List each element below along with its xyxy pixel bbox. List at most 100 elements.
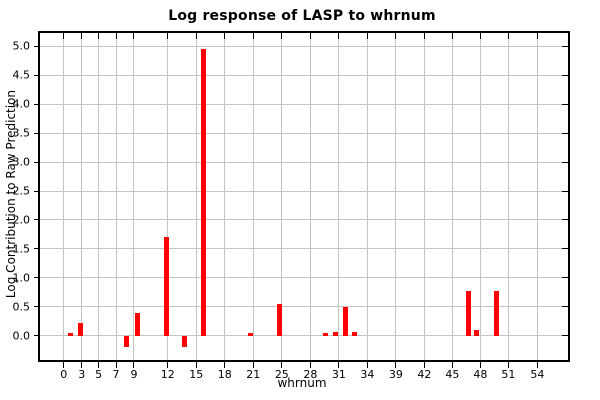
x-tick-bottom xyxy=(536,362,538,368)
bar xyxy=(135,312,141,336)
v-gridline xyxy=(309,33,311,360)
x-tick-label: 31 xyxy=(331,368,346,381)
x-tick-label: 15 xyxy=(189,368,204,381)
x-tick-top xyxy=(395,33,397,39)
x-tick-top xyxy=(338,33,340,39)
y-tick-left xyxy=(34,45,40,47)
x-tick-top xyxy=(224,33,226,39)
y-tick-label: 2.5 xyxy=(12,184,31,198)
y-tick-right xyxy=(562,190,568,192)
v-gridline xyxy=(224,33,226,360)
y-tick-right xyxy=(562,161,568,163)
y-tick-left xyxy=(34,190,40,192)
v-gridline xyxy=(338,33,340,360)
h-gridline xyxy=(40,335,568,337)
x-tick-label: 9 xyxy=(130,368,138,381)
x-tick-top xyxy=(63,33,65,39)
y-tick-left xyxy=(34,306,40,308)
h-gridline xyxy=(40,74,568,76)
v-gridline xyxy=(451,33,453,360)
x-tick-bottom xyxy=(63,362,65,368)
y-tick-right xyxy=(562,45,568,47)
h-gridline xyxy=(40,219,568,221)
y-tick-right xyxy=(562,335,568,337)
x-tick-top xyxy=(115,33,117,39)
v-gridline xyxy=(167,33,169,360)
x-tick-bottom xyxy=(167,362,169,368)
v-gridline xyxy=(281,33,283,360)
h-gridline xyxy=(40,277,568,279)
bar xyxy=(201,49,207,336)
y-tick-label: 1.0 xyxy=(12,271,31,285)
bar xyxy=(124,335,130,348)
x-tick-top xyxy=(98,33,100,39)
h-gridline xyxy=(40,190,568,192)
y-tick-right xyxy=(562,132,568,134)
v-gridline xyxy=(395,33,397,360)
h-gridline xyxy=(40,132,568,134)
bar xyxy=(248,332,254,336)
x-tick-top xyxy=(167,33,169,39)
x-tick-label: 3 xyxy=(78,368,86,381)
v-gridline xyxy=(63,33,65,360)
x-tick-bottom xyxy=(423,362,425,368)
y-tick-right xyxy=(562,74,568,76)
x-tick-top xyxy=(252,33,254,39)
x-tick-label: 5 xyxy=(95,368,103,381)
x-tick-top xyxy=(479,33,481,39)
x-tick-label: 54 xyxy=(530,368,545,381)
v-gridline xyxy=(98,33,100,360)
chart-title: Log response of LASP to whrnum xyxy=(168,8,436,24)
y-tick-left xyxy=(34,248,40,250)
x-tick-label: 18 xyxy=(217,368,232,381)
x-tick-bottom xyxy=(252,362,254,368)
x-tick-label: 25 xyxy=(274,368,289,381)
x-tick-bottom xyxy=(195,362,197,368)
bar xyxy=(164,237,170,336)
bar xyxy=(322,332,328,336)
v-gridline xyxy=(366,33,368,360)
h-gridline xyxy=(40,45,568,47)
y-tick-left xyxy=(34,74,40,76)
bar xyxy=(333,331,339,336)
bar xyxy=(78,322,84,336)
y-tick-left xyxy=(34,277,40,279)
bar xyxy=(473,329,479,336)
x-tick-bottom xyxy=(309,362,311,368)
v-gridline xyxy=(195,33,197,360)
bar xyxy=(343,306,349,336)
x-tick-top xyxy=(81,33,83,39)
y-tick-left xyxy=(34,103,40,105)
y-tick-label: 5.0 xyxy=(12,39,31,53)
h-gridline xyxy=(40,306,568,308)
y-tick-left xyxy=(34,335,40,337)
y-tick-label: 0.0 xyxy=(12,329,31,343)
x-tick-top xyxy=(507,33,509,39)
h-gridline xyxy=(40,103,568,105)
x-tick-label: 7 xyxy=(112,368,120,381)
x-tick-top xyxy=(536,33,538,39)
y-tick-left xyxy=(34,161,40,163)
y-tick-label: 3.5 xyxy=(12,126,31,140)
bar xyxy=(277,303,283,336)
x-tick-label: 39 xyxy=(388,368,403,381)
x-tick-label: 34 xyxy=(360,368,375,381)
x-tick-bottom xyxy=(281,362,283,368)
v-gridline xyxy=(536,33,538,360)
v-gridline xyxy=(252,33,254,360)
v-gridline xyxy=(423,33,425,360)
x-tick-top xyxy=(309,33,311,39)
y-tick-left xyxy=(34,132,40,134)
y-tick-label: 4.0 xyxy=(12,97,31,111)
x-tick-top xyxy=(133,33,135,39)
x-tick-top xyxy=(366,33,368,39)
v-gridline xyxy=(133,33,135,360)
x-tick-bottom xyxy=(395,362,397,368)
y-tick-left xyxy=(34,219,40,221)
h-gridline xyxy=(40,248,568,250)
x-tick-bottom xyxy=(338,362,340,368)
y-tick-label: 3.0 xyxy=(12,155,31,169)
x-tick-bottom xyxy=(98,362,100,368)
x-tick-label: 48 xyxy=(473,368,488,381)
